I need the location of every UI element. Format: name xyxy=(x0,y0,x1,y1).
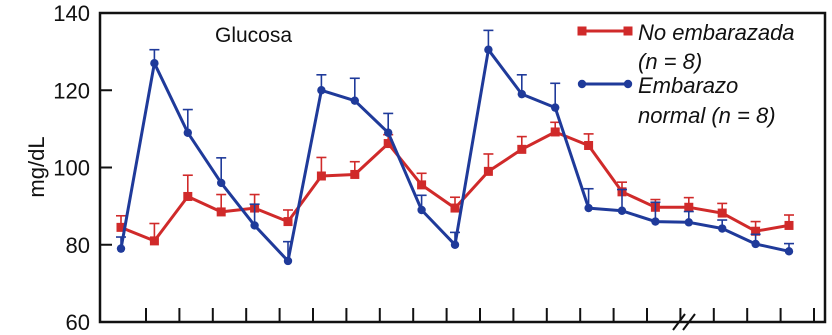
data-point xyxy=(149,236,159,246)
series-embarazo-normal xyxy=(116,29,794,266)
data-point xyxy=(183,191,193,201)
data-point xyxy=(717,208,727,218)
data-point xyxy=(684,218,693,227)
data-point xyxy=(450,203,460,213)
data-point xyxy=(116,244,126,253)
legend-label-suffix: normal (n = 8) xyxy=(638,103,776,128)
legend-label: No embarazada xyxy=(638,20,795,45)
data-point xyxy=(316,171,326,181)
data-point xyxy=(216,207,226,217)
data-point xyxy=(751,239,760,249)
y-tick-label: 100 xyxy=(53,156,90,181)
data-point xyxy=(150,59,159,68)
y-tick-label: 120 xyxy=(53,78,90,103)
data-point xyxy=(283,217,293,227)
x-axis xyxy=(145,308,815,331)
y-tick-label: 60 xyxy=(66,310,90,335)
data-point xyxy=(550,127,560,137)
data-point xyxy=(551,103,560,112)
data-point xyxy=(617,206,627,215)
data-point xyxy=(383,139,393,149)
legend-swatch-marker xyxy=(623,26,633,36)
series-layer xyxy=(116,29,794,266)
data-point xyxy=(784,220,794,230)
legend-swatch-marker xyxy=(623,79,633,89)
data-point xyxy=(751,226,761,236)
data-point xyxy=(517,144,527,154)
y-axis: 60 80 100 120 140 xyxy=(53,1,112,335)
data-point xyxy=(417,180,427,190)
data-point xyxy=(484,45,493,54)
chart-title: Glucosa xyxy=(215,24,292,47)
data-point xyxy=(483,166,493,176)
plot-area xyxy=(98,11,827,324)
data-point xyxy=(718,224,727,233)
y-tick-label: 140 xyxy=(53,1,90,26)
legend-label: Embarazo xyxy=(638,73,738,98)
legend: No embarazada (n = 8)Embarazo normal (n = … xyxy=(577,20,795,128)
plot-frame xyxy=(98,11,827,324)
data-point xyxy=(217,178,226,188)
legend-swatch-marker xyxy=(577,26,587,36)
data-point xyxy=(450,240,460,249)
data-point xyxy=(116,222,126,232)
data-point xyxy=(384,128,393,137)
legend-label-suffix: (n = 8) xyxy=(638,49,702,74)
data-point xyxy=(350,96,359,105)
y-tick-label: 80 xyxy=(66,233,90,258)
data-point xyxy=(784,247,794,256)
legend-swatch-marker xyxy=(577,79,587,89)
data-point xyxy=(183,128,192,137)
y-axis-title: mg/dL xyxy=(24,136,49,197)
data-point xyxy=(283,256,293,266)
data-point xyxy=(350,169,360,179)
axis-break-mark xyxy=(682,313,696,331)
axis-break-mark xyxy=(672,313,686,331)
data-point xyxy=(317,86,326,95)
data-point xyxy=(684,202,694,212)
data-point xyxy=(651,217,660,226)
data-point xyxy=(584,203,593,213)
data-point xyxy=(250,221,259,230)
data-point xyxy=(417,205,426,215)
data-point xyxy=(517,89,526,99)
data-point xyxy=(584,140,594,150)
